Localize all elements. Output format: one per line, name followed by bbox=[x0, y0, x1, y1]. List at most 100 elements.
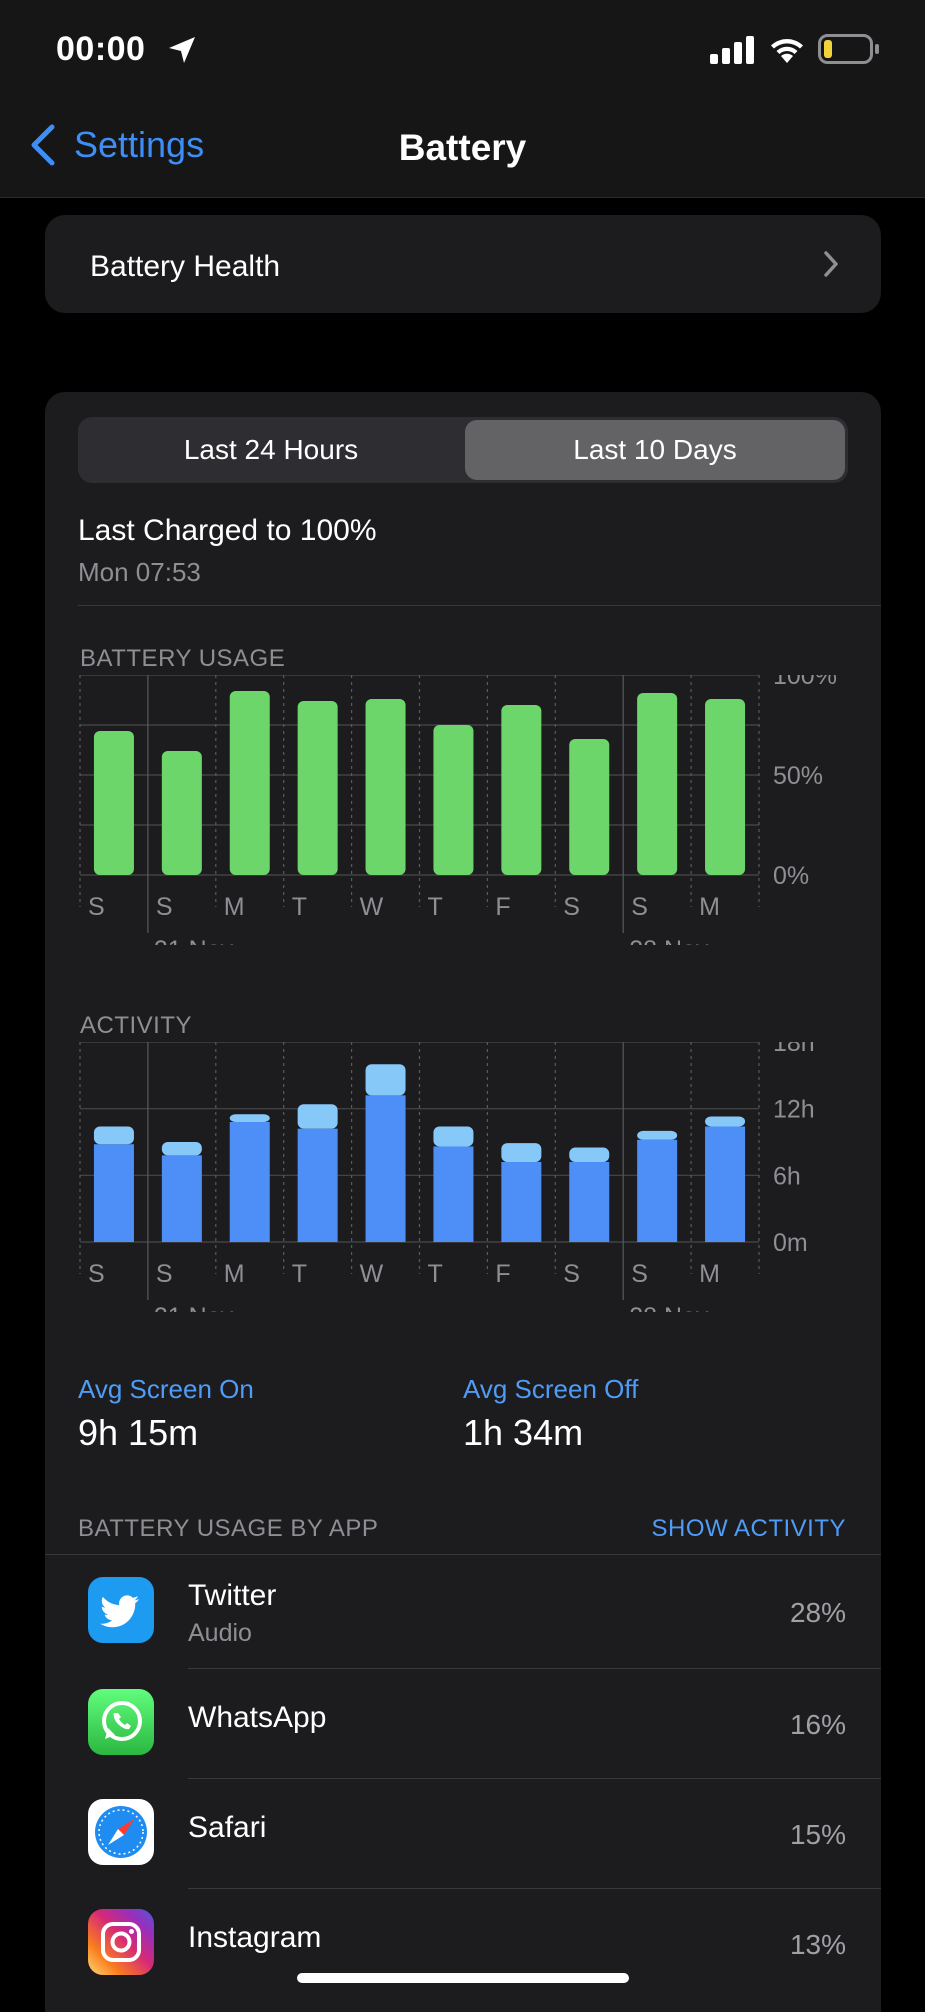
battery-health-label: Battery Health bbox=[90, 250, 281, 283]
chevron-right-icon bbox=[824, 251, 838, 277]
app-name: Instagram bbox=[188, 1921, 322, 1954]
x-tick-label: S bbox=[88, 893, 105, 921]
location-icon bbox=[169, 37, 195, 63]
app-percent: 13% bbox=[789, 1929, 846, 1960]
last-charged-title: Last Charged to 100% bbox=[78, 514, 377, 547]
app-row-twitter[interactable]: Twitter Audio 28% bbox=[45, 1555, 881, 1665]
avg-screen-on-value: 9h 15m bbox=[78, 1412, 199, 1453]
y-tick-label: 50% bbox=[773, 762, 823, 790]
app-percent: 16% bbox=[789, 1709, 846, 1740]
avg-screen-off-value: 1h 34m bbox=[463, 1412, 584, 1453]
battery-usage-chart: S S M T W T F S S M 21 Nov 28 Nov 100% 50% 0% bbox=[79, 675, 837, 945]
signal-icon bbox=[710, 36, 754, 64]
bar bbox=[93, 1126, 134, 1145]
divider bbox=[188, 1778, 881, 1779]
bar bbox=[637, 1130, 678, 1140]
x-tick-label: M bbox=[224, 1260, 245, 1288]
date-label: 28 Nov bbox=[629, 1303, 709, 1312]
back-label: Settings bbox=[74, 124, 205, 165]
bar bbox=[365, 1095, 406, 1242]
x-tick-label: M bbox=[699, 893, 720, 921]
show-activity-button[interactable]: SHOW ACTIVITY bbox=[651, 1515, 846, 1542]
app-row-instagram[interactable]: Instagram 13% bbox=[45, 1889, 881, 1999]
divider bbox=[188, 1668, 881, 1669]
back-button[interactable]: Settings bbox=[28, 123, 204, 167]
bar bbox=[705, 1116, 746, 1127]
bar bbox=[365, 699, 406, 875]
x-tick-label: S bbox=[631, 1260, 648, 1288]
divider bbox=[188, 1888, 881, 1889]
app-row-whatsapp[interactable]: WhatsApp 16% bbox=[45, 1669, 881, 1779]
app-name: Safari bbox=[188, 1811, 267, 1844]
x-tick-label: S bbox=[631, 893, 648, 921]
time-range-control: Last 24 Hours Last 10 Days bbox=[78, 417, 848, 483]
x-tick-label: S bbox=[88, 1260, 105, 1288]
bar bbox=[229, 1122, 270, 1242]
activity-chart: S S M T W T F S S M 21 Nov 28 Nov 18h 12h 6h 0m bbox=[79, 1042, 815, 1312]
bar bbox=[637, 693, 678, 875]
y-tick-label: 12h bbox=[773, 1096, 815, 1124]
app-row-safari[interactable]: Safari 15% bbox=[45, 1779, 881, 1889]
avg-screen-on-label: Avg Screen On bbox=[78, 1374, 254, 1404]
segment-last-24-hours[interactable]: Last 24 Hours bbox=[183, 434, 359, 465]
y-tick-label: 0m bbox=[773, 1229, 808, 1257]
app-subtitle: Audio bbox=[188, 1619, 252, 1647]
bar bbox=[501, 1162, 542, 1242]
bar bbox=[501, 1143, 542, 1162]
bar bbox=[365, 1064, 406, 1096]
navigation-bar: Settings Battery bbox=[0, 105, 925, 198]
bar bbox=[297, 701, 338, 875]
y-tick-label: 6h bbox=[773, 1162, 801, 1190]
app-percent: 28% bbox=[789, 1597, 846, 1628]
chevron-left-icon bbox=[31, 124, 55, 166]
bar bbox=[637, 1139, 678, 1242]
date-label: 28 Nov bbox=[629, 936, 709, 945]
x-tick-label: S bbox=[563, 1260, 580, 1288]
battery-usage-card: Last 24 Hours Last 10 Days Last Charged … bbox=[45, 392, 881, 2012]
date-label: 21 Nov bbox=[154, 1303, 234, 1312]
divider bbox=[78, 605, 881, 606]
app-name: Twitter bbox=[188, 1579, 277, 1612]
x-tick-label: T bbox=[428, 893, 443, 921]
x-tick-label: T bbox=[428, 1260, 443, 1288]
activity-title: ACTIVITY bbox=[80, 1012, 193, 1039]
x-tick-label: S bbox=[563, 893, 580, 921]
x-tick-label: M bbox=[224, 893, 245, 921]
x-tick-label: S bbox=[156, 893, 173, 921]
twitter-icon bbox=[88, 1577, 154, 1643]
avg-screen-off-label: Avg Screen Off bbox=[463, 1374, 639, 1404]
bar bbox=[93, 731, 134, 875]
status-time: 00:00 bbox=[56, 30, 146, 68]
x-tick-label: W bbox=[360, 1260, 384, 1288]
y-tick-label: 100% bbox=[773, 675, 837, 690]
bar bbox=[297, 1128, 338, 1242]
page-title: Battery bbox=[398, 127, 527, 168]
bar bbox=[433, 1146, 474, 1242]
battery-icon bbox=[818, 34, 879, 64]
x-tick-label: W bbox=[360, 893, 384, 921]
x-tick-label: M bbox=[699, 1260, 720, 1288]
bar bbox=[93, 1144, 134, 1242]
bar bbox=[161, 751, 202, 875]
app-name: WhatsApp bbox=[188, 1701, 327, 1734]
bar bbox=[705, 699, 746, 875]
battery-health-row[interactable]: Battery Health bbox=[45, 215, 881, 313]
whatsapp-icon bbox=[88, 1689, 154, 1755]
home-indicator[interactable] bbox=[297, 1973, 629, 1983]
bar bbox=[229, 691, 270, 875]
bar bbox=[569, 739, 610, 875]
bar bbox=[161, 1155, 202, 1242]
segment-last-10-days[interactable]: Last 10 Days bbox=[465, 420, 845, 480]
bar bbox=[501, 705, 542, 875]
usage-by-app-header: BATTERY USAGE BY APP bbox=[78, 1515, 379, 1542]
divider bbox=[45, 1554, 881, 1555]
y-tick-label: 0% bbox=[773, 862, 809, 890]
x-tick-label: T bbox=[292, 893, 307, 921]
bar bbox=[433, 725, 474, 875]
x-tick-label: T bbox=[292, 1260, 307, 1288]
x-tick-label: F bbox=[495, 893, 510, 921]
safari-icon bbox=[88, 1799, 154, 1865]
app-percent: 15% bbox=[789, 1819, 846, 1850]
last-charged-time: Mon 07:53 bbox=[78, 557, 201, 587]
bar bbox=[229, 1114, 270, 1122]
